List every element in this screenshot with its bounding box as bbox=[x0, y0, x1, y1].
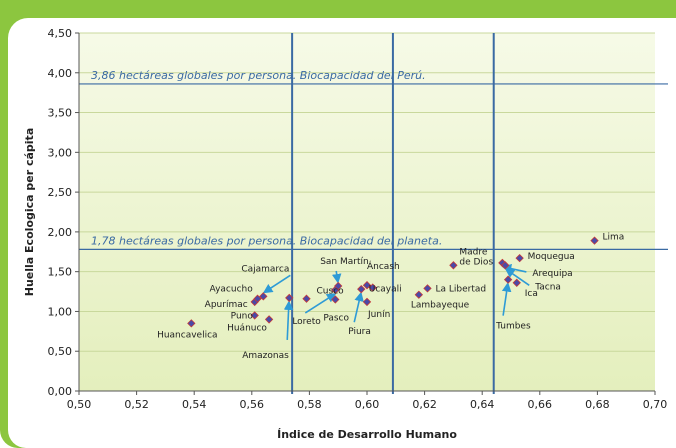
reference-lines: 3,86 hectáreas globales por persona. Bio… bbox=[79, 33, 668, 394]
point-san-martin bbox=[334, 281, 343, 291]
label-tacna: Tacna bbox=[534, 282, 561, 292]
point-cajamarca bbox=[259, 292, 268, 301]
label-ayacucho: Ayacucho bbox=[210, 285, 254, 295]
point-moquegua bbox=[515, 253, 524, 263]
point-pasco bbox=[331, 295, 340, 304]
label-puno: Puno bbox=[231, 311, 254, 321]
x-tick-label: 0,70 bbox=[643, 398, 668, 411]
label-pasco: Pasco bbox=[323, 314, 349, 324]
x-tick-label: 0,50 bbox=[67, 398, 92, 411]
plot-area bbox=[79, 33, 655, 391]
axes: 0,000,501,001,502,002,503,003,504,004,50… bbox=[48, 27, 668, 411]
point-labels: Huancavelica Puno Huánuco Apurímac Ayacucho C… bbox=[157, 233, 624, 361]
label-la-libertad: La Libertad bbox=[435, 284, 486, 294]
label-san-martin: San Martín bbox=[320, 257, 369, 267]
y-tick-label: 3,00 bbox=[48, 146, 73, 159]
y-tick-label: 4,50 bbox=[48, 27, 73, 40]
arrow-piura bbox=[353, 291, 364, 323]
label-huanuco: Huánuco bbox=[227, 323, 267, 333]
y-tick-label: 2,00 bbox=[48, 226, 73, 239]
y-tick-label: 1,50 bbox=[48, 266, 73, 279]
point-lambayeque bbox=[414, 290, 424, 299]
y-tick-label: 4,00 bbox=[48, 67, 73, 80]
label-cusco: Cusco bbox=[317, 287, 345, 297]
arrow-amazonas bbox=[283, 300, 294, 340]
x-axis-title: Índice de Desarrollo Humano bbox=[277, 428, 457, 441]
point-huancavelica bbox=[187, 319, 196, 328]
label-madre-de-dios: Madre de Dios bbox=[459, 247, 493, 267]
x-tick-label: 0,68 bbox=[585, 398, 610, 411]
label-ica: Ica bbox=[525, 289, 538, 299]
x-tick-label: 0,66 bbox=[528, 398, 553, 411]
label-huancavelica: Huancavelica bbox=[157, 330, 217, 340]
x-tick-label: 0,62 bbox=[412, 398, 437, 411]
arrow-tumbes bbox=[501, 282, 512, 316]
point-cusco bbox=[302, 294, 311, 303]
x-tick-label: 0,58 bbox=[297, 398, 322, 411]
label-arequipa: Arequipa bbox=[532, 269, 572, 279]
point-madre-de-dios bbox=[449, 261, 458, 270]
point-junin bbox=[362, 297, 372, 307]
arrow-san-martin bbox=[331, 270, 342, 284]
label-lambayeque: Lambayeque bbox=[411, 301, 470, 311]
y-tick-label: 3,50 bbox=[48, 107, 73, 120]
point-lima bbox=[590, 236, 599, 245]
label-loreto: Loreto bbox=[292, 317, 321, 327]
y-tick-label: 0,50 bbox=[48, 345, 73, 358]
x-tick-label: 0,54 bbox=[182, 398, 207, 411]
point-amazonas bbox=[285, 293, 294, 303]
label-amazonas: Amazonas bbox=[242, 351, 289, 361]
point-ancash bbox=[362, 281, 372, 290]
label-piura: Piura bbox=[348, 327, 371, 337]
point-tacna bbox=[501, 261, 510, 270]
arrow-tacna bbox=[504, 268, 530, 286]
label-lima: Lima bbox=[603, 233, 625, 243]
point-tumbes bbox=[503, 275, 513, 284]
reference-line-label: 3,86 hectáreas globales por persona. Bio… bbox=[91, 69, 426, 82]
point-huanuco bbox=[264, 315, 274, 324]
point-ayacucho bbox=[253, 294, 262, 303]
point-la-libertad bbox=[423, 284, 432, 293]
y-tick-label: 1,00 bbox=[48, 305, 73, 318]
label-moquegua: Moquegua bbox=[528, 252, 575, 262]
x-tick-label: 0,64 bbox=[470, 398, 495, 411]
point-ica bbox=[512, 278, 521, 287]
label-cajamarca: Cajamarca bbox=[241, 264, 289, 274]
y-tick-label: 2,50 bbox=[48, 186, 73, 199]
y-tick-label: 0,00 bbox=[48, 385, 73, 398]
label-apurimac: Apurímac bbox=[205, 300, 248, 310]
label-ucayali: Ucayali bbox=[369, 285, 402, 295]
x-tick-label: 0,56 bbox=[240, 398, 265, 411]
grid-lines bbox=[79, 32, 655, 352]
label-junin: Junín bbox=[367, 310, 390, 320]
y-axis-title: Huella Ecologica per cápita bbox=[23, 128, 36, 297]
arrow-loreto bbox=[304, 293, 337, 314]
label-ancash: Áncash bbox=[367, 260, 400, 272]
label-arrows bbox=[262, 263, 530, 340]
point-piura bbox=[357, 285, 366, 294]
label-tumbes: Tumbes bbox=[495, 322, 531, 332]
point-puno bbox=[250, 311, 259, 320]
x-tick-label: 0,52 bbox=[124, 398, 149, 411]
point-ucayali bbox=[368, 283, 377, 292]
arrow-cajamarca bbox=[262, 274, 291, 294]
data-points bbox=[187, 236, 599, 328]
reference-line-label: 1,78 hectáreas globales por persona. Bio… bbox=[91, 234, 442, 247]
x-tick-label: 0,60 bbox=[355, 398, 380, 411]
